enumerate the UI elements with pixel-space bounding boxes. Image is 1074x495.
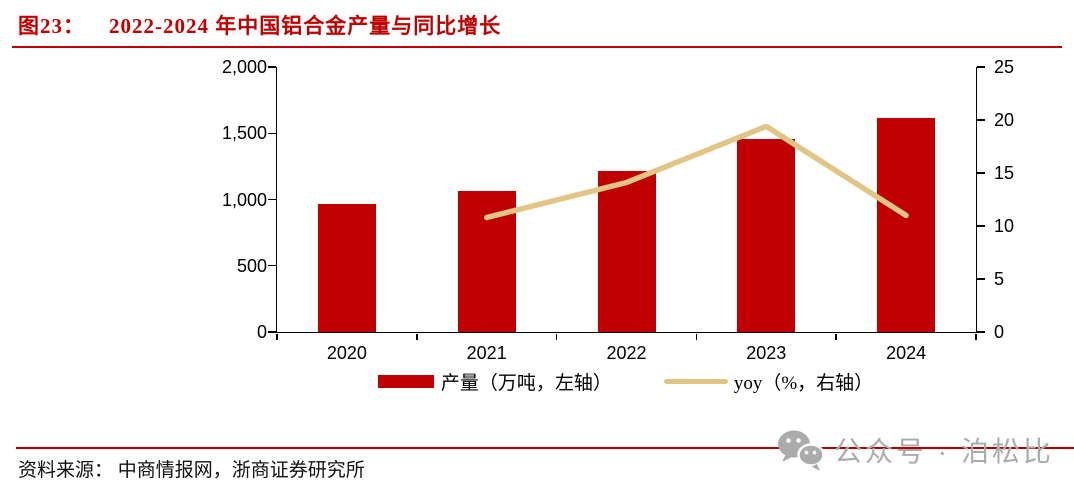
left-axis-tick xyxy=(268,66,276,68)
right-axis-tick xyxy=(977,172,985,174)
x-axis-label-2020: 2020 xyxy=(326,343,367,363)
watermark-text: 公众号 · 泊松比 xyxy=(834,436,1054,467)
x-axis-label-2023: 2023 xyxy=(746,343,787,363)
figure-title: 2022-2024 年中国铝合金产量与同比增长 xyxy=(109,14,502,38)
x-axis-label-2022: 2022 xyxy=(606,343,647,363)
x-axis-tick xyxy=(975,333,977,340)
footer-divider xyxy=(16,447,1074,449)
left-axis-tick xyxy=(268,331,276,333)
x-axis-tick xyxy=(555,333,558,340)
bar-2022 xyxy=(597,170,656,332)
right-axis-tick xyxy=(977,66,985,68)
chart-legend: 产量（万吨，左轴） yoy（%，右轴） xyxy=(276,368,975,395)
watermark: 公众号 · 泊松比 xyxy=(774,428,1054,472)
x-axis-label-2021: 2021 xyxy=(466,343,507,363)
right-axis-label: 15 xyxy=(994,163,1015,183)
right-axis-label: 0 xyxy=(994,322,1005,342)
left-axis-label: 1,500 xyxy=(221,123,267,144)
source-note: 资料来源： 中商情报网，浙商证券研究所 xyxy=(18,460,365,481)
legend-item-yoy: yoy（%，右轴） xyxy=(663,368,874,395)
bar-series-label: 产量（万吨，左轴） xyxy=(440,373,612,394)
line-series-label: yoy（%，右轴） xyxy=(733,373,874,394)
right-axis-tick xyxy=(977,225,985,227)
x-axis-tick xyxy=(276,333,278,340)
left-axis-tick xyxy=(268,132,276,135)
yoy-line xyxy=(483,123,909,221)
figure-header: 图23： 2022-2024 年中国铝合金产量与同比增长 xyxy=(18,10,501,40)
right-axis-label: 5 xyxy=(994,269,1005,289)
x-axis-tick xyxy=(835,333,837,340)
right-axis-tick xyxy=(977,278,985,280)
production-yoy-chart: 0 500 1,000 1,500 2,000 0 5 10 15 20 25 2020 2021 202… xyxy=(222,57,1014,363)
bar-2020 xyxy=(317,204,376,332)
right-axis-tick xyxy=(977,119,985,121)
right-axis-tick xyxy=(977,331,985,333)
bar-series-swatch xyxy=(377,375,434,388)
figure-number: 图23： xyxy=(18,14,85,38)
left-axis-label: 2,000 xyxy=(221,57,267,77)
left-axis-tick xyxy=(268,264,276,267)
x-axis-tick xyxy=(416,333,418,340)
right-axis-label: 20 xyxy=(994,110,1015,130)
x-axis-tick xyxy=(695,333,698,340)
legend-item-production: 产量（万吨，左轴） xyxy=(377,368,612,395)
right-axis-label: 25 xyxy=(994,57,1015,77)
x-axis-label-2024: 2024 xyxy=(886,343,927,363)
bar-2023 xyxy=(737,139,796,332)
right-axis-label: 10 xyxy=(994,216,1015,236)
bar-2024 xyxy=(877,118,936,332)
wechat-icon xyxy=(778,430,825,471)
left-axis-tick xyxy=(268,198,276,201)
left-axis-label: 0 xyxy=(256,322,267,342)
left-axis-label: 1,000 xyxy=(221,189,267,210)
line-series-swatch xyxy=(663,379,728,384)
title-divider xyxy=(12,46,1062,48)
left-axis-label: 500 xyxy=(236,255,267,276)
